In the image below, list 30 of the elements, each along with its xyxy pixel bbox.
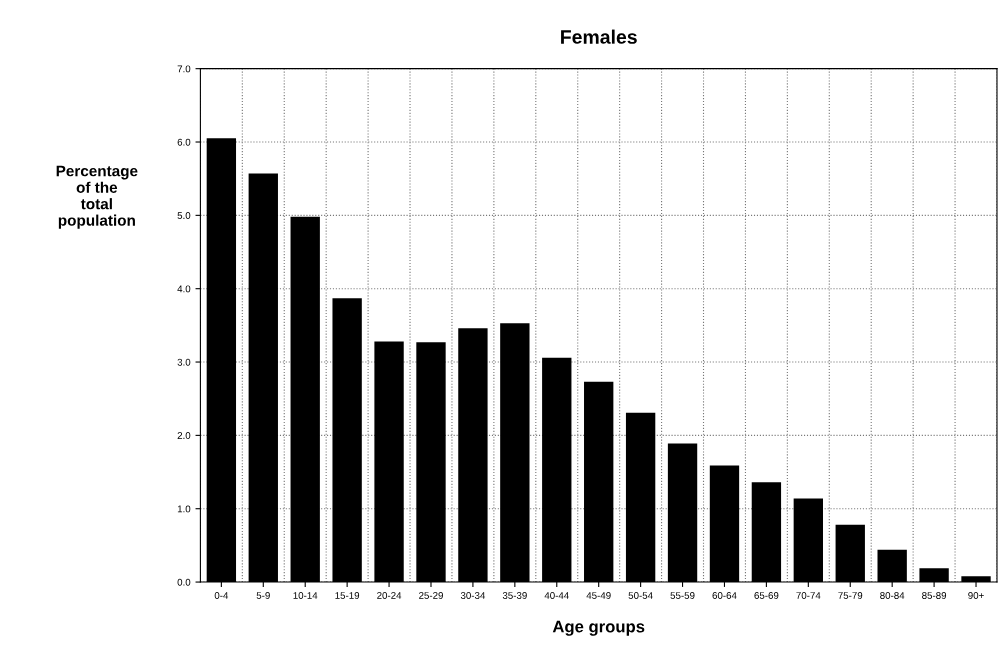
- x-tick-label: 75-79: [838, 592, 863, 599]
- x-tick-label: 55-59: [670, 592, 695, 599]
- x-tick-label: 0-4: [214, 592, 229, 599]
- x-tick-label: 30-34: [460, 592, 486, 599]
- x-tick-label: 5-9: [256, 592, 270, 599]
- x-tick-label: 85-89: [922, 592, 947, 599]
- x-tick-label: 80-84: [880, 592, 905, 599]
- y-tick-label: 6.0: [177, 138, 191, 146]
- x-tick-label: 45-49: [586, 592, 611, 599]
- x-tick-label: 35-39: [502, 592, 527, 599]
- x-tick-label: 25-29: [419, 592, 443, 599]
- x-tick-label: 50-54: [628, 592, 653, 599]
- x-tick-label: 10-14: [293, 592, 318, 599]
- chart-title: Females: [561, 29, 637, 44]
- y-tick-label: 3.0: [177, 358, 191, 366]
- x-tick-label: 60-64: [712, 592, 737, 599]
- x-tick-label: 65-69: [754, 592, 779, 599]
- y-tick-label: 1.0: [177, 505, 191, 513]
- x-tick-label: 15-19: [335, 592, 360, 599]
- y-tick-label: 5.0: [177, 212, 191, 219]
- y-axis-title: Percentage of the total population: [56, 165, 138, 229]
- y-tick-label: 0.0: [177, 578, 191, 586]
- y-tick-label: 4.0: [177, 285, 191, 293]
- x-axis-title: Age groups: [552, 620, 645, 636]
- y-tick-label: 7.0: [177, 65, 191, 73]
- x-tick-label: 70-74: [796, 592, 821, 599]
- x-tick-label: 90+: [968, 592, 984, 599]
- x-tick-label: 20-24: [377, 592, 402, 599]
- y-tick-label: 2.0: [177, 432, 191, 439]
- x-tick-label: 40-44: [544, 592, 569, 599]
